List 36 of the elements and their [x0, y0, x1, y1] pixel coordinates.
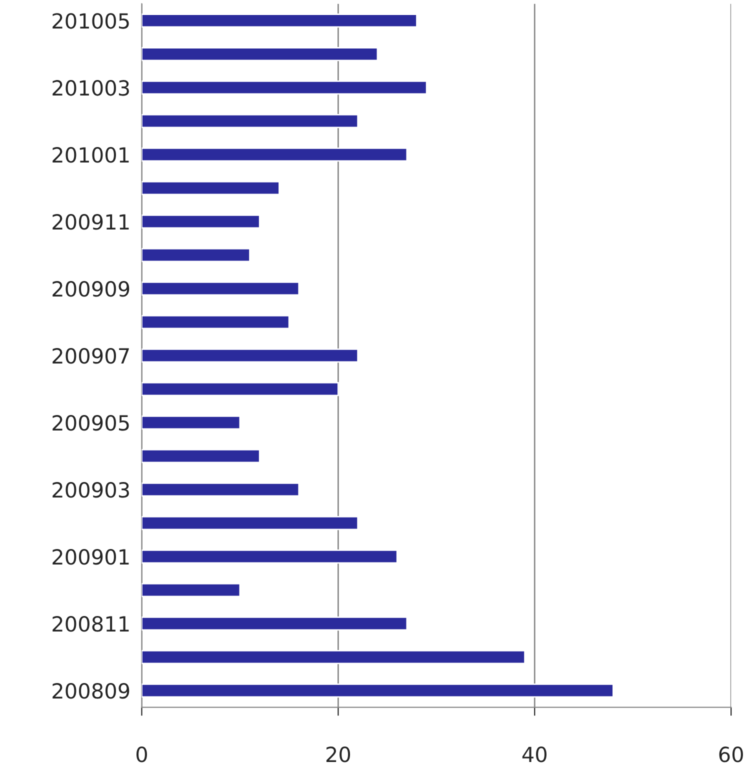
- bar: [142, 114, 359, 128]
- bar: [142, 282, 300, 296]
- x-tick-label: 60: [719, 746, 743, 762]
- bar: [142, 449, 260, 464]
- bar: [142, 550, 398, 564]
- bar: [142, 482, 300, 497]
- bar: [142, 148, 408, 162]
- bar: [142, 47, 378, 62]
- x-tick-label: 0: [136, 746, 147, 762]
- y-tick-label: 200811: [52, 616, 129, 632]
- y-tick-label: 200911: [52, 214, 129, 230]
- bar: [142, 616, 408, 631]
- y-tick-label: 201003: [52, 80, 129, 96]
- y-tick-label: 200903: [52, 482, 129, 498]
- bar: [142, 80, 428, 95]
- x-tick-label: 20: [326, 746, 350, 762]
- bar: [142, 348, 359, 363]
- bar: [142, 181, 280, 196]
- bar: [142, 382, 339, 396]
- y-tick-label: 200905: [52, 415, 129, 431]
- y-tick-label: 201005: [52, 13, 129, 29]
- bar: [142, 416, 241, 430]
- y-tick-label: 200907: [52, 348, 129, 364]
- bar: [142, 582, 241, 598]
- y-tick-label: 200901: [52, 549, 129, 565]
- y-tick-label: 200809: [52, 683, 130, 699]
- y-tick-label: 200909: [52, 281, 130, 297]
- bar: [142, 248, 250, 262]
- bar: [142, 516, 359, 530]
- bar: [142, 650, 526, 664]
- bar: [142, 14, 418, 28]
- bar: [142, 214, 260, 229]
- bar: [142, 683, 614, 698]
- y-tick-label: 201001: [52, 147, 129, 163]
- bar: [142, 315, 290, 330]
- x-tick-label: 40: [522, 746, 547, 762]
